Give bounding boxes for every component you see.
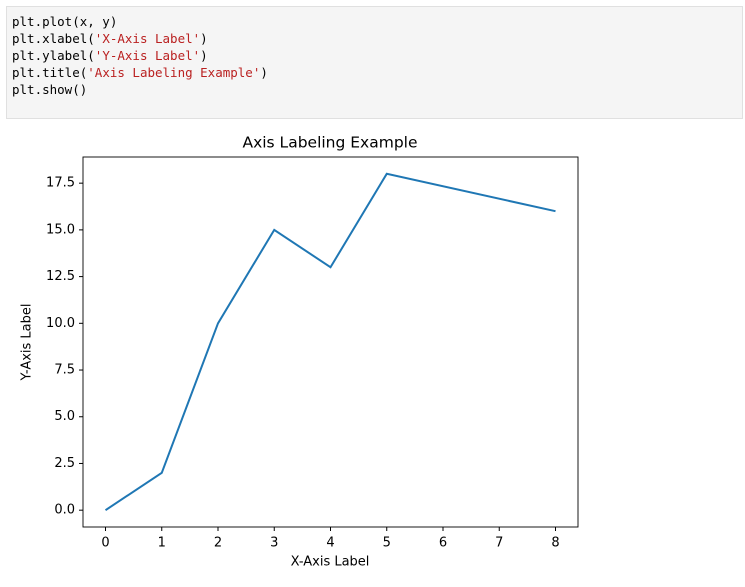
y-tick-label: 15.0 (46, 222, 75, 237)
code-token: plt.xlabel( (12, 31, 95, 46)
x-tick-label: 1 (158, 536, 166, 551)
y-tick-label: 5.0 (54, 409, 75, 424)
x-tick-label: 4 (326, 536, 334, 551)
code-token: plt.title( (12, 65, 88, 80)
x-tick-label: 5 (383, 536, 391, 551)
y-axis-label: Y-Axis Label (20, 304, 35, 382)
code-token: ) (260, 65, 268, 80)
code-line: plt.xlabel('X-Axis Label') (12, 30, 742, 47)
y-tick-label: 2.5 (54, 456, 75, 471)
code-token: plt.plot(x, y) (12, 14, 118, 29)
code-token: 'Axis Labeling Example' (87, 65, 261, 80)
x-tick-label: 3 (270, 536, 278, 551)
y-tick-label: 0.0 (54, 503, 75, 518)
code-line: plt.title('Axis Labeling Example') (12, 64, 742, 81)
x-axis-label: X-Axis Label (291, 555, 370, 570)
x-tick-label: 6 (439, 536, 447, 551)
x-tick-label: 7 (495, 536, 503, 551)
plot-frame (82, 156, 579, 528)
code-token: 'Y-Axis Label' (94, 48, 201, 63)
data-line (104, 172, 556, 512)
code-token: ) (200, 48, 208, 63)
y-tick-label: 7.5 (54, 363, 75, 378)
chart-title: Axis Labeling Example (242, 134, 417, 152)
y-tick-label: 17.5 (46, 176, 75, 191)
y-tick-label: 10.0 (46, 316, 75, 331)
code-token: plt.show() (12, 82, 88, 97)
y-tick-label: 12.5 (46, 269, 75, 284)
x-tick-label: 2 (214, 536, 222, 551)
code-token: plt.ylabel( (12, 48, 95, 63)
x-tick-label: 0 (101, 536, 109, 551)
code-token: 'X-Axis Label' (94, 31, 201, 46)
code-token: ) (200, 31, 208, 46)
code-line: plt.show() (12, 81, 742, 98)
code-line: plt.plot(x, y) (12, 13, 742, 30)
code-cell: plt.plot(x, y) plt.xlabel('X-Axis Label')… (6, 6, 743, 119)
x-tick-label: 8 (551, 536, 559, 551)
code-line: plt.ylabel('Y-Axis Label') (12, 47, 742, 64)
